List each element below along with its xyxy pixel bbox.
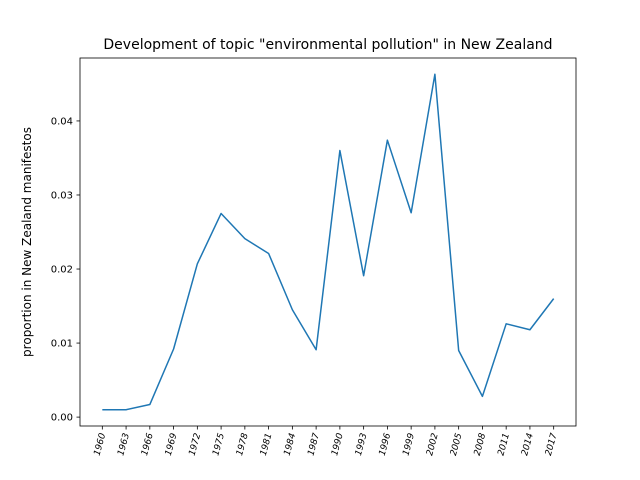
y-tick-label: 0.02	[51, 265, 73, 276]
y-tick-label: 0.04	[51, 116, 73, 127]
series-line	[102, 73, 555, 411]
plot-frame	[79, 57, 577, 427]
y-tick-label: 0.01	[51, 339, 73, 350]
y-tick-label: 0.00	[51, 413, 73, 424]
y-axis-label: proportion in New Zealand manifestos	[20, 127, 34, 357]
chart-title: Development of topic "environmental poll…	[103, 37, 552, 53]
plot-area	[80, 58, 576, 426]
series-layer	[102, 73, 555, 411]
y-tick-label: 0.03	[51, 190, 73, 201]
y-axis: 0.00 0.01 0.02 0.03 0.04	[51, 116, 80, 424]
